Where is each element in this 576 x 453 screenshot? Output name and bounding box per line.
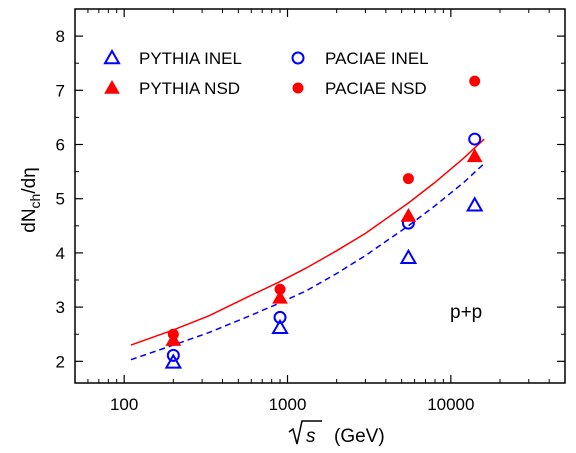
legend-label-paciae-nsd: PACIAE NSD bbox=[325, 79, 427, 98]
pythia-inel-point bbox=[164, 353, 183, 369]
solid-curve bbox=[130, 138, 485, 346]
pythia-inel-point bbox=[271, 318, 289, 334]
x-axis-radicand: s bbox=[306, 426, 316, 447]
axis-ticks bbox=[74, 8, 566, 383]
axis-tick-labels: 100 1000 10000 2 3 4 5 6 7 8 bbox=[56, 27, 475, 414]
y-tick-label: 4 bbox=[56, 244, 65, 263]
pythia-inel-point bbox=[465, 196, 484, 212]
y-tick-label: 5 bbox=[56, 190, 65, 209]
legend-marker-paciae-inel bbox=[291, 51, 305, 65]
annotation-label: p+p bbox=[450, 302, 482, 323]
paciae-inel-point bbox=[273, 310, 287, 324]
y-tick-label: 3 bbox=[56, 298, 65, 317]
sqrt-symbol bbox=[288, 420, 322, 445]
x-axis-title: s (GeV) bbox=[288, 420, 385, 447]
legend-marker-pythia-inel bbox=[103, 48, 121, 65]
legend-label-paciae-inel: PACIAE INEL bbox=[325, 49, 429, 68]
y-tick-label: 7 bbox=[56, 81, 65, 100]
y-tick-label: 6 bbox=[56, 136, 65, 155]
plot-frame bbox=[74, 8, 566, 384]
y-tick-label: 8 bbox=[56, 27, 65, 46]
pythia-nsd-point bbox=[272, 289, 288, 304]
model-curves bbox=[130, 138, 485, 361]
y-axis-title: dNch/dη bbox=[19, 167, 43, 233]
legend-label-pythia-nsd: PYTHIA NSD bbox=[139, 79, 240, 98]
paciae-nsd-point bbox=[469, 75, 481, 87]
x-tick-label: 1000 bbox=[269, 395, 307, 414]
dashed-curve bbox=[130, 162, 485, 361]
pythia-inel-point bbox=[399, 248, 418, 265]
paciae-inel-point bbox=[468, 132, 482, 146]
paciae-nsd-point bbox=[274, 283, 286, 295]
y-axis-label-main: dN bbox=[19, 208, 40, 232]
x-axis-label: (GeV) bbox=[334, 426, 385, 447]
data-points bbox=[164, 75, 484, 369]
legend-label-pythia-inel: PYTHIA INEL bbox=[139, 49, 242, 68]
legend-marker-pythia-nsd bbox=[104, 79, 120, 94]
y-tick-label: 2 bbox=[56, 352, 65, 371]
legend-marker-paciae-nsd bbox=[292, 82, 304, 94]
y-axis-label-tail: /dη bbox=[19, 167, 40, 193]
y-axis-label-sub: ch bbox=[27, 194, 43, 209]
x-tick-label: 100 bbox=[110, 395, 138, 414]
paciae-nsd-point bbox=[402, 173, 414, 185]
pythia-nsd-point bbox=[466, 148, 483, 163]
paciae-inel-point bbox=[166, 348, 180, 362]
paciae-nsd-point bbox=[167, 328, 179, 340]
x-tick-label: 10000 bbox=[427, 395, 474, 414]
legend: PYTHIA INEL PACIAE INEL PYTHIA NSD PACIAE N… bbox=[103, 48, 429, 98]
pythia-nsd-point bbox=[400, 208, 417, 222]
